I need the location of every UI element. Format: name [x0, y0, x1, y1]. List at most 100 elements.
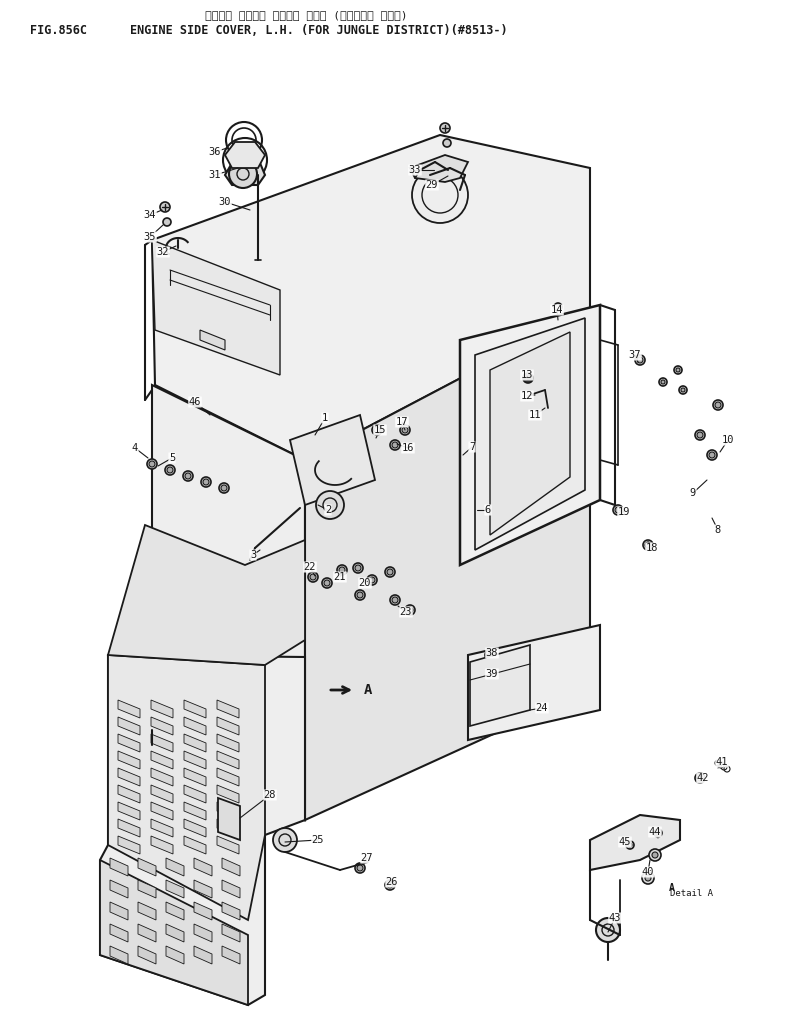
Polygon shape [110, 880, 128, 898]
Circle shape [523, 373, 533, 383]
Polygon shape [108, 655, 265, 920]
Polygon shape [470, 645, 530, 726]
Polygon shape [468, 625, 600, 740]
Circle shape [613, 505, 623, 515]
Circle shape [637, 357, 643, 363]
Text: 21: 21 [334, 572, 346, 582]
Text: 41: 41 [716, 757, 728, 767]
Text: 19: 19 [618, 508, 630, 517]
Polygon shape [151, 768, 173, 786]
Circle shape [357, 865, 363, 871]
Text: 13: 13 [521, 370, 533, 380]
Text: 5: 5 [169, 453, 175, 463]
Circle shape [626, 841, 634, 849]
Text: 20: 20 [359, 578, 372, 588]
Text: 31: 31 [209, 170, 221, 180]
Text: 37: 37 [629, 350, 641, 360]
Polygon shape [590, 815, 680, 870]
Polygon shape [460, 304, 600, 565]
Text: 28: 28 [264, 790, 276, 800]
Circle shape [374, 427, 380, 433]
Polygon shape [194, 858, 212, 876]
Polygon shape [118, 768, 140, 786]
Polygon shape [166, 880, 184, 898]
Polygon shape [217, 836, 239, 854]
Polygon shape [152, 240, 280, 375]
Circle shape [372, 425, 382, 435]
Text: 27: 27 [361, 853, 373, 863]
Circle shape [316, 491, 344, 519]
Polygon shape [217, 734, 239, 752]
Circle shape [485, 650, 495, 660]
Circle shape [697, 775, 703, 781]
Circle shape [355, 565, 361, 571]
Polygon shape [194, 946, 212, 964]
Circle shape [183, 471, 193, 481]
Polygon shape [110, 902, 128, 920]
Circle shape [229, 160, 257, 188]
Text: 16: 16 [402, 443, 414, 453]
Polygon shape [222, 924, 240, 942]
Circle shape [679, 386, 687, 394]
Polygon shape [152, 135, 590, 460]
Text: 39: 39 [486, 669, 498, 679]
Circle shape [392, 597, 398, 603]
Circle shape [715, 402, 721, 408]
Polygon shape [138, 858, 156, 876]
Polygon shape [222, 902, 240, 920]
Polygon shape [184, 819, 206, 837]
Polygon shape [184, 836, 206, 854]
Circle shape [219, 483, 229, 493]
Polygon shape [151, 717, 173, 735]
Text: 14: 14 [551, 304, 563, 315]
Polygon shape [151, 802, 173, 820]
Polygon shape [110, 858, 128, 876]
Circle shape [642, 872, 654, 884]
Polygon shape [194, 902, 212, 920]
Text: 4: 4 [132, 443, 138, 453]
Polygon shape [118, 700, 140, 718]
Text: 2: 2 [325, 505, 331, 515]
Circle shape [337, 565, 347, 576]
Circle shape [649, 849, 661, 861]
Circle shape [385, 567, 395, 577]
Text: 26: 26 [386, 877, 398, 887]
Text: 9: 9 [690, 488, 696, 498]
Text: 25: 25 [312, 835, 324, 845]
Circle shape [407, 607, 413, 613]
Circle shape [400, 425, 410, 435]
Polygon shape [100, 655, 305, 1005]
Text: 7: 7 [469, 442, 475, 452]
Circle shape [628, 843, 632, 847]
Polygon shape [151, 819, 173, 837]
Circle shape [163, 218, 171, 226]
Circle shape [645, 542, 651, 548]
Text: FIG.856C: FIG.856C [30, 24, 87, 37]
Text: 1: 1 [322, 413, 328, 423]
Polygon shape [194, 880, 212, 898]
Polygon shape [110, 924, 128, 942]
Circle shape [147, 459, 157, 469]
Text: 22: 22 [304, 562, 316, 572]
Polygon shape [151, 734, 173, 752]
Circle shape [709, 452, 715, 458]
Polygon shape [217, 717, 239, 735]
Circle shape [367, 576, 377, 585]
Text: 12: 12 [521, 391, 533, 401]
Circle shape [635, 355, 645, 365]
Polygon shape [166, 902, 184, 920]
Polygon shape [217, 819, 239, 837]
Polygon shape [110, 946, 128, 964]
Text: 45: 45 [619, 837, 631, 847]
Text: 17: 17 [396, 417, 408, 427]
Circle shape [310, 574, 316, 580]
Text: 24: 24 [536, 703, 548, 713]
Circle shape [185, 473, 191, 479]
Polygon shape [217, 700, 239, 718]
Circle shape [353, 563, 363, 573]
Circle shape [402, 427, 408, 433]
Circle shape [707, 450, 717, 460]
Polygon shape [184, 785, 206, 803]
Text: 32: 32 [157, 247, 170, 257]
Polygon shape [184, 734, 206, 752]
